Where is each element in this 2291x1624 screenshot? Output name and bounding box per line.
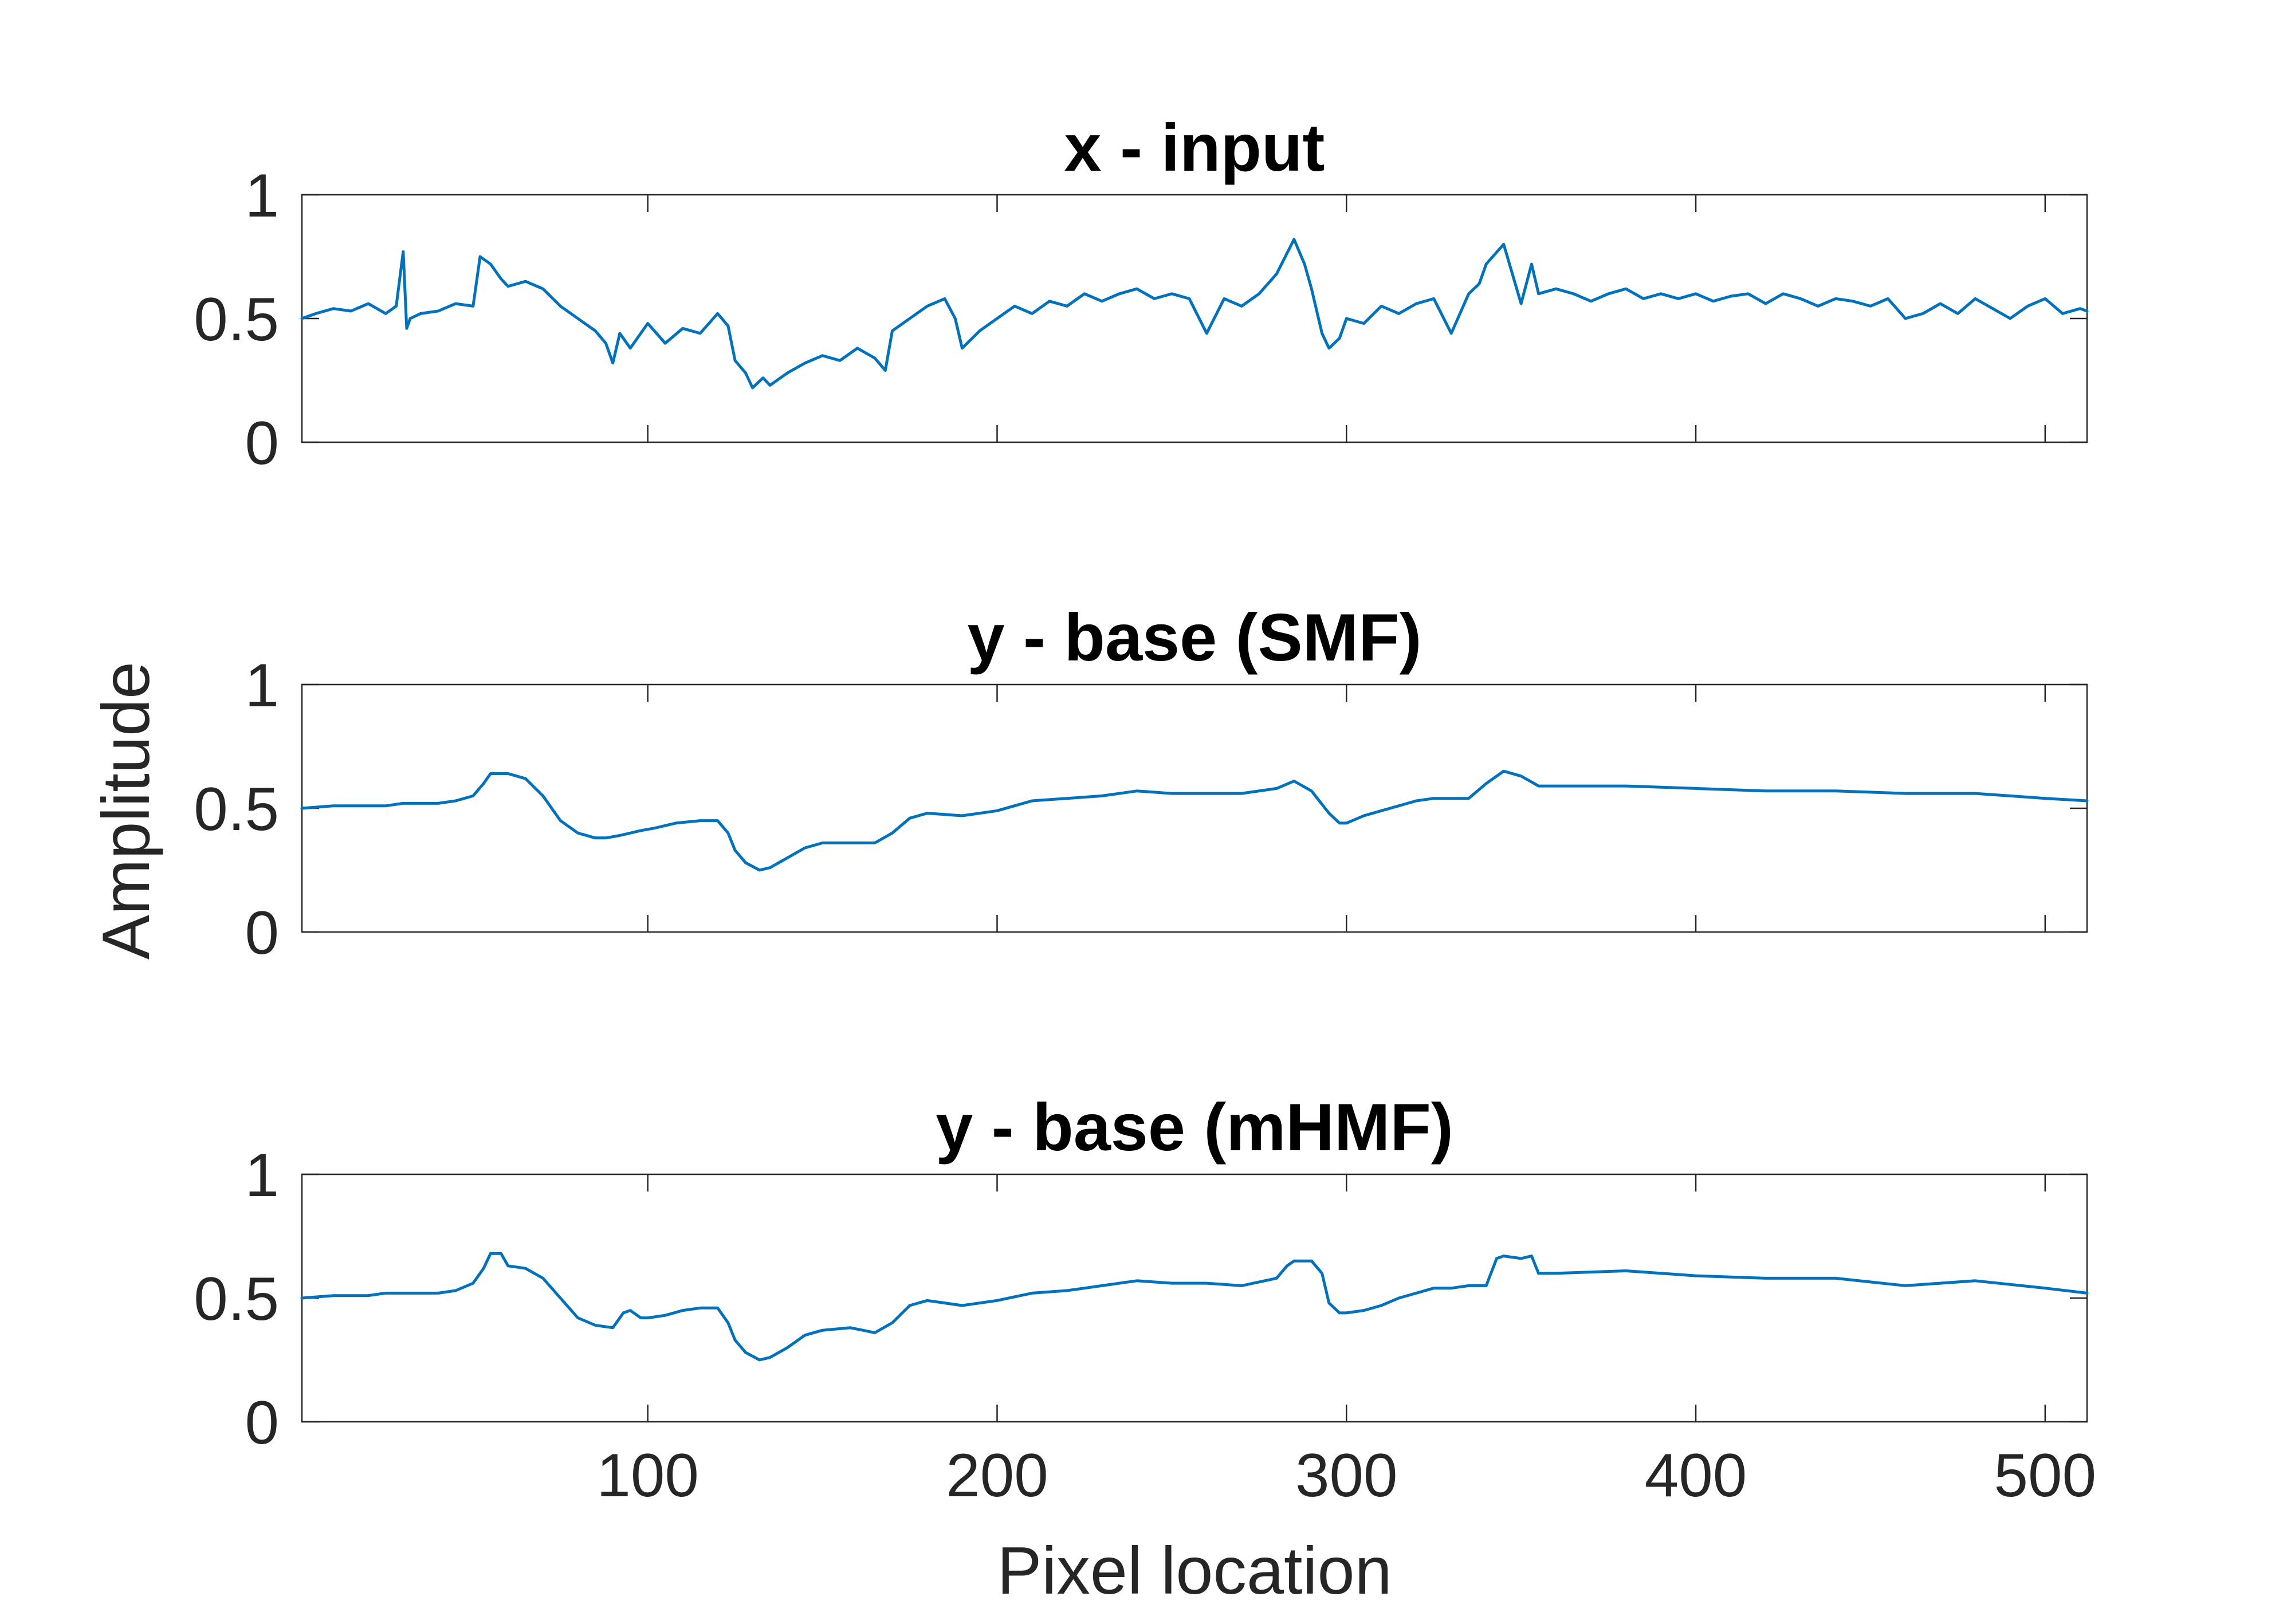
axes-frame <box>301 194 2088 443</box>
y-tick-label: 1 <box>245 651 279 719</box>
y-tick-label: 0 <box>245 1388 279 1457</box>
series-line-3 <box>300 1252 2089 1362</box>
x-tick-label: 300 <box>1295 1441 1398 1509</box>
subplot-title: y - base (SMF) <box>967 600 1421 675</box>
y-tick-label: 0.5 <box>194 285 279 353</box>
subplot-title: x - input <box>1064 110 1325 185</box>
y-tick-label: 0.5 <box>194 774 279 843</box>
axes-frame <box>301 1173 2088 1423</box>
x-tick-label: 100 <box>596 1441 699 1509</box>
series-line-2 <box>300 769 2089 872</box>
x-tick-label: 400 <box>1645 1441 1747 1509</box>
y-tick-label: 1 <box>245 1141 279 1209</box>
subplot-1: x - input 0 0.5 1 <box>194 110 2089 477</box>
y-axis-label: Amplitude <box>88 662 163 960</box>
x-axis-label: Pixel location <box>997 1533 1392 1608</box>
x-tick-label: 500 <box>1994 1441 2097 1509</box>
y-tick-label: 0.5 <box>194 1264 279 1333</box>
subplot-3: y - base (mHMF) 0 0.5 1 100 200 300 400 500 <box>194 1090 2096 1509</box>
series-line-1 <box>300 238 2089 390</box>
y-tick-label: 0 <box>245 898 279 967</box>
subplot-title: y - base (mHMF) <box>936 1090 1453 1165</box>
y-tick-label: 1 <box>245 161 279 230</box>
x-tick-label: 200 <box>946 1441 1048 1509</box>
subplot-2: y - base (SMF) 0 0.5 1 <box>194 600 2089 967</box>
y-tick-label: 0 <box>245 408 279 477</box>
axes-frame <box>301 683 2088 933</box>
